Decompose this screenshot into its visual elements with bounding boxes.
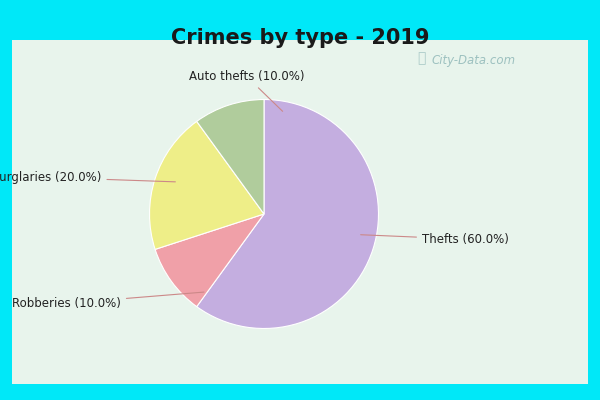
Text: Auto thefts (10.0%): Auto thefts (10.0%) bbox=[189, 70, 305, 111]
Wedge shape bbox=[197, 100, 264, 214]
Text: City-Data.com: City-Data.com bbox=[432, 54, 516, 67]
Text: Crimes by type - 2019: Crimes by type - 2019 bbox=[171, 28, 429, 48]
Text: Burglaries (20.0%): Burglaries (20.0%) bbox=[0, 171, 175, 184]
Text: Thefts (60.0%): Thefts (60.0%) bbox=[361, 233, 509, 246]
Wedge shape bbox=[149, 121, 264, 249]
Text: Robberies (10.0%): Robberies (10.0%) bbox=[12, 292, 204, 310]
Wedge shape bbox=[155, 214, 264, 307]
Text: ⓘ: ⓘ bbox=[417, 51, 425, 65]
Wedge shape bbox=[197, 100, 379, 328]
